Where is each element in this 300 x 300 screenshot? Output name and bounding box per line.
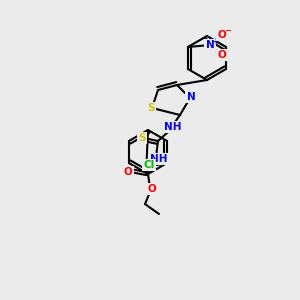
- Text: S: S: [138, 133, 146, 143]
- Text: O: O: [148, 184, 156, 194]
- Text: −: −: [224, 26, 231, 35]
- Text: N: N: [187, 92, 195, 102]
- Text: S: S: [147, 103, 155, 113]
- Text: Cl: Cl: [143, 160, 155, 170]
- Text: O: O: [124, 167, 132, 177]
- Text: NH: NH: [150, 154, 168, 164]
- Text: O: O: [218, 50, 226, 60]
- Text: +: +: [212, 37, 218, 46]
- Text: NH: NH: [164, 122, 182, 132]
- Text: N: N: [206, 40, 214, 50]
- Text: O: O: [218, 30, 226, 40]
